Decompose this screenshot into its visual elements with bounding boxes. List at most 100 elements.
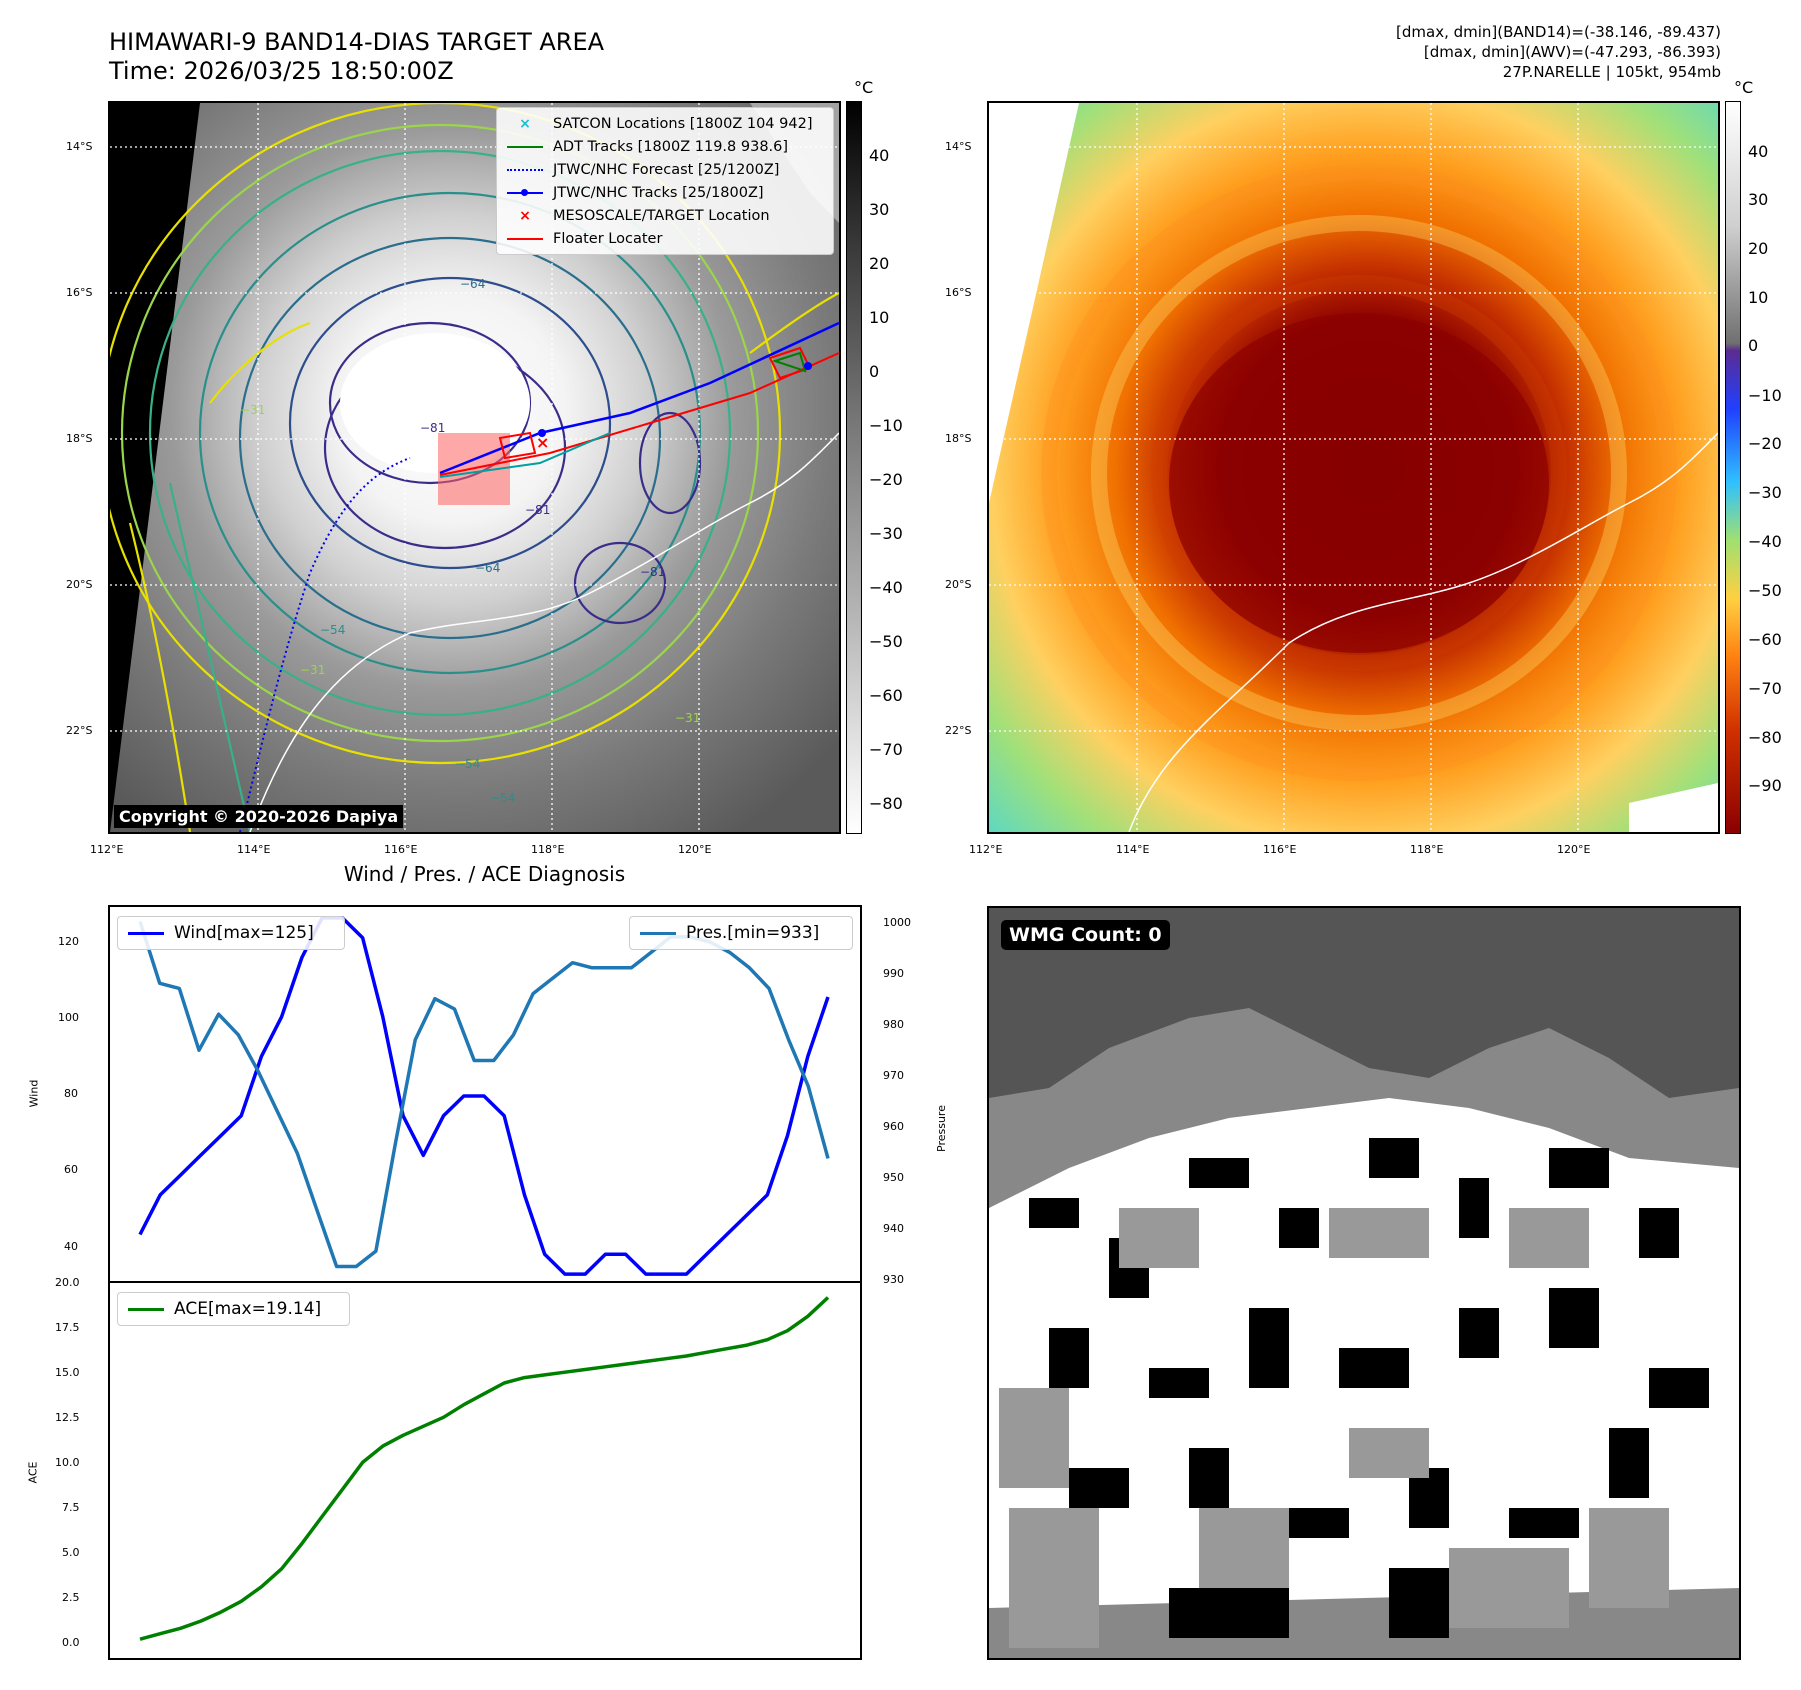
contour-label: −64	[475, 561, 501, 575]
ir-colorbar-tick: −30	[869, 524, 903, 543]
ir-colorbar-tick: −20	[869, 470, 903, 489]
awv-colorbar-tick: −70	[1748, 679, 1782, 698]
lat-label: 22°S	[945, 724, 972, 737]
ir-colorbar-tick: −10	[869, 416, 903, 435]
lon-label: 116°E	[384, 843, 418, 856]
ir-colorbar-tick: −70	[869, 740, 903, 759]
diagnosis-title: Wind / Pres. / ACE Diagnosis	[343, 862, 626, 886]
ace-tick: 17.5	[55, 1321, 80, 1334]
contour-label: −81	[525, 503, 551, 517]
awv-colorbar	[1725, 101, 1741, 834]
awv-colorbar-tick: 20	[1748, 239, 1769, 258]
ace-tick: 12.5	[55, 1411, 80, 1424]
ir-colorbar-unit: °C	[854, 78, 874, 97]
awv-colorbar-tick: −40	[1748, 532, 1782, 551]
ace-tick: 10.0	[55, 1456, 80, 1469]
ace-tick: 0.0	[62, 1636, 80, 1649]
lat-label: 14°S	[945, 140, 972, 153]
info-awv-range: [dmax, dmin](AWV)=(-47.293, -86.393)	[1423, 43, 1721, 61]
lat-label: 14°S	[66, 140, 93, 153]
wind-tick: 80	[64, 1087, 78, 1100]
ir-colorbar-tick: 20	[869, 254, 890, 273]
copyright: Copyright © 2020-2026 Dapiya	[114, 805, 404, 828]
lat-label: 22°S	[66, 724, 93, 737]
awv-colorbar-tick: 0	[1748, 336, 1759, 355]
pres-tick: 1000	[883, 916, 911, 929]
lat-label: 18°S	[945, 432, 972, 445]
pres-legend: Pres.[min=933]	[629, 916, 853, 950]
pres-tick: 990	[883, 967, 904, 980]
awv-colorbar-tick: −30	[1748, 483, 1782, 502]
contour-label: −81	[640, 565, 666, 579]
ir-colorbar-tick: −80	[869, 794, 903, 813]
lon-label: 118°E	[1410, 843, 1444, 856]
pres-tick: 950	[883, 1171, 904, 1184]
lat-label: 16°S	[66, 286, 93, 299]
info-storm: 27P.NARELLE | 105kt, 954mb	[1502, 63, 1721, 81]
contour-label: −64	[460, 277, 486, 291]
ace-tick: 7.5	[62, 1501, 80, 1514]
legend-item-target: × MESOSCALE/TARGET Location	[519, 207, 770, 224]
wind-tick: 120	[58, 935, 79, 948]
ir-colorbar-tick: −60	[869, 686, 903, 705]
awv-map-image	[989, 103, 1718, 832]
ir-colorbar-tick: 30	[869, 200, 890, 219]
wind-legend: Wind[max=125]	[117, 916, 345, 950]
ir-colorbar-tick: −40	[869, 578, 903, 597]
wmg-panel: WMG Count: 0	[987, 906, 1741, 1660]
contour-label: −31	[300, 663, 326, 677]
contour-label: −54	[320, 623, 346, 637]
pres-tick: 940	[883, 1222, 904, 1235]
wind-tick: 100	[58, 1011, 79, 1024]
awv-colorbar-tick: −80	[1748, 728, 1782, 747]
awv-colorbar-tick: −50	[1748, 581, 1782, 600]
info-band14-range: [dmax, dmin](BAND14)=(-38.146, -89.437)	[1396, 23, 1721, 41]
ace-tick: 5.0	[62, 1546, 80, 1559]
awv-colorbar-tick: −10	[1748, 386, 1782, 405]
legend-item-satcon: × SATCON Locations [1800Z 104 942]	[519, 115, 813, 132]
lon-label: 116°E	[1263, 843, 1297, 856]
legend-item-tracks: JTWC/NHC Tracks [25/1800Z]	[505, 181, 825, 204]
pres-tick: 930	[883, 1273, 904, 1286]
contour-label: −31	[240, 403, 266, 417]
awv-map	[987, 101, 1720, 834]
lat-label: 18°S	[66, 432, 93, 445]
pres-tick: 980	[883, 1018, 904, 1031]
figure-title: HIMAWARI-9 BAND14-DIAS TARGET AREA	[109, 28, 605, 56]
contour-label: −31	[675, 711, 701, 725]
lon-label: 114°E	[237, 843, 271, 856]
lon-label: 120°E	[1557, 843, 1591, 856]
ace-ylabel: ACE	[26, 1461, 40, 1484]
ace-series-line	[139, 1296, 830, 1641]
contour-label: −81	[420, 421, 446, 435]
awv-colorbar-tick: 40	[1748, 142, 1769, 161]
ir-colorbar-tick: 0	[869, 362, 880, 381]
pres-tick: 960	[883, 1120, 904, 1133]
pres-ylabel: Pressure	[934, 1105, 948, 1152]
svg-text:×: ×	[536, 433, 549, 452]
wind-tick: 40	[64, 1240, 78, 1253]
lat-label: 20°S	[945, 578, 972, 591]
contour-label: −54	[455, 757, 481, 771]
awv-colorbar-tick: −90	[1748, 776, 1782, 795]
ir-colorbar-tick: 40	[869, 146, 890, 165]
legend-item-forecast: JTWC/NHC Forecast [25/1200Z]	[505, 158, 825, 181]
ir-colorbar-tick: −50	[869, 632, 903, 651]
contour-label: −54	[490, 791, 516, 805]
wmg-count: WMG Count: 0	[1001, 920, 1170, 950]
ace-legend: ACE[max=19.14]	[117, 1292, 350, 1326]
wmg-image	[989, 908, 1739, 1658]
ir-colorbar	[846, 101, 862, 834]
wind-ylabel: Wind	[27, 1079, 41, 1108]
lon-label: 112°E	[90, 843, 124, 856]
lon-label: 114°E	[1116, 843, 1150, 856]
lat-label: 20°S	[66, 578, 93, 591]
awv-colorbar-unit: °C	[1734, 78, 1754, 97]
awv-colorbar-tick: −60	[1748, 630, 1782, 649]
ir-map: × −64 −81 −31 −54 −81 −64 −31 −54 −31 −5…	[108, 101, 841, 834]
wind-tick: 60	[64, 1163, 78, 1176]
awv-colorbar-tick: 10	[1748, 288, 1769, 307]
lon-label: 118°E	[531, 843, 565, 856]
lon-label: 120°E	[678, 843, 712, 856]
